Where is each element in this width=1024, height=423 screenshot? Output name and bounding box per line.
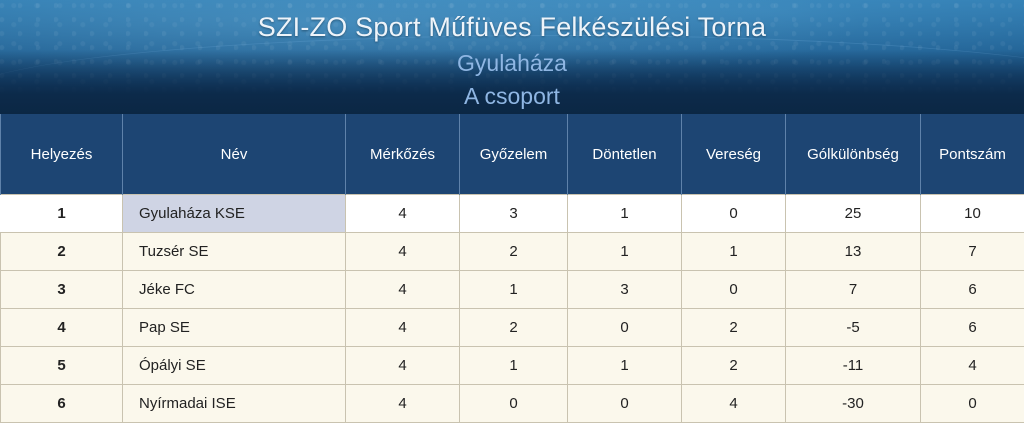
wins-cell: 1	[460, 271, 568, 309]
table-row: 2 Tuzsér SE 4 2 1 1 13 7	[1, 233, 1024, 271]
points-cell: 6	[921, 271, 1024, 309]
losses-cell: 1	[682, 233, 786, 271]
team-name-cell: Ópályi SE	[123, 347, 346, 385]
column-header-draws: Döntetlen	[568, 114, 682, 195]
draws-cell: 0	[568, 309, 682, 347]
goal-difference-cell: 13	[786, 233, 921, 271]
goal-difference-cell: -5	[786, 309, 921, 347]
points-cell: 10	[921, 195, 1024, 233]
standings-table: Helyezés Név Mérkőzés Győzelem Döntetlen…	[0, 114, 1024, 423]
wins-cell: 3	[460, 195, 568, 233]
column-header-matches: Mérkőzés	[346, 114, 460, 195]
page-title: SZI-ZO Sport Műfüves Felkészülési Torna	[0, 12, 1024, 43]
column-header-wins: Győzelem	[460, 114, 568, 195]
matches-cell: 4	[346, 309, 460, 347]
points-cell: 0	[921, 385, 1024, 423]
points-cell: 6	[921, 309, 1024, 347]
position-cell: 2	[1, 233, 123, 271]
position-cell: 3	[1, 271, 123, 309]
goal-difference-cell: 25	[786, 195, 921, 233]
team-name-cell: Gyulaháza KSE	[123, 195, 346, 233]
wins-cell: 2	[460, 233, 568, 271]
table-row: 6 Nyírmadai ISE 4 0 0 4 -30 0	[1, 385, 1024, 423]
losses-cell: 2	[682, 347, 786, 385]
wins-cell: 0	[460, 385, 568, 423]
points-cell: 7	[921, 233, 1024, 271]
draws-cell: 1	[568, 347, 682, 385]
table-row: 3 Jéke FC 4 1 3 0 7 6	[1, 271, 1024, 309]
wins-cell: 2	[460, 309, 568, 347]
goal-difference-cell: 7	[786, 271, 921, 309]
wins-cell: 1	[460, 347, 568, 385]
matches-cell: 4	[346, 271, 460, 309]
team-name-cell: Nyírmadai ISE	[123, 385, 346, 423]
position-cell: 5	[1, 347, 123, 385]
table-row: 5 Ópályi SE 4 1 1 2 -11 4	[1, 347, 1024, 385]
losses-cell: 0	[682, 195, 786, 233]
header-banner: SZI-ZO Sport Műfüves Felkészülési Torna …	[0, 0, 1024, 114]
draws-cell: 1	[568, 195, 682, 233]
draws-cell: 1	[568, 233, 682, 271]
column-header-position: Helyezés	[1, 114, 123, 195]
draws-cell: 0	[568, 385, 682, 423]
losses-cell: 4	[682, 385, 786, 423]
position-cell: 1	[1, 195, 123, 233]
table-row: 4 Pap SE 4 2 0 2 -5 6	[1, 309, 1024, 347]
table-row: 1 Gyulaháza KSE 4 3 1 0 25 10	[1, 195, 1024, 233]
position-cell: 4	[1, 309, 123, 347]
losses-cell: 2	[682, 309, 786, 347]
column-header-goal-difference: Gólkülönbség	[786, 114, 921, 195]
team-name-cell: Pap SE	[123, 309, 346, 347]
column-header-points: Pontszám	[921, 114, 1024, 195]
table-header-row: Helyezés Név Mérkőzés Győzelem Döntetlen…	[1, 114, 1024, 195]
matches-cell: 4	[346, 195, 460, 233]
team-name-cell: Tuzsér SE	[123, 233, 346, 271]
position-cell: 6	[1, 385, 123, 423]
matches-cell: 4	[346, 385, 460, 423]
goal-difference-cell: -11	[786, 347, 921, 385]
goal-difference-cell: -30	[786, 385, 921, 423]
matches-cell: 4	[346, 233, 460, 271]
team-name-cell: Jéke FC	[123, 271, 346, 309]
losses-cell: 0	[682, 271, 786, 309]
draws-cell: 3	[568, 271, 682, 309]
column-header-name: Név	[123, 114, 346, 195]
matches-cell: 4	[346, 347, 460, 385]
points-cell: 4	[921, 347, 1024, 385]
column-header-losses: Vereség	[682, 114, 786, 195]
group-subtitle: A csoport	[0, 83, 1024, 110]
location-subtitle: Gyulaháza	[0, 50, 1024, 77]
